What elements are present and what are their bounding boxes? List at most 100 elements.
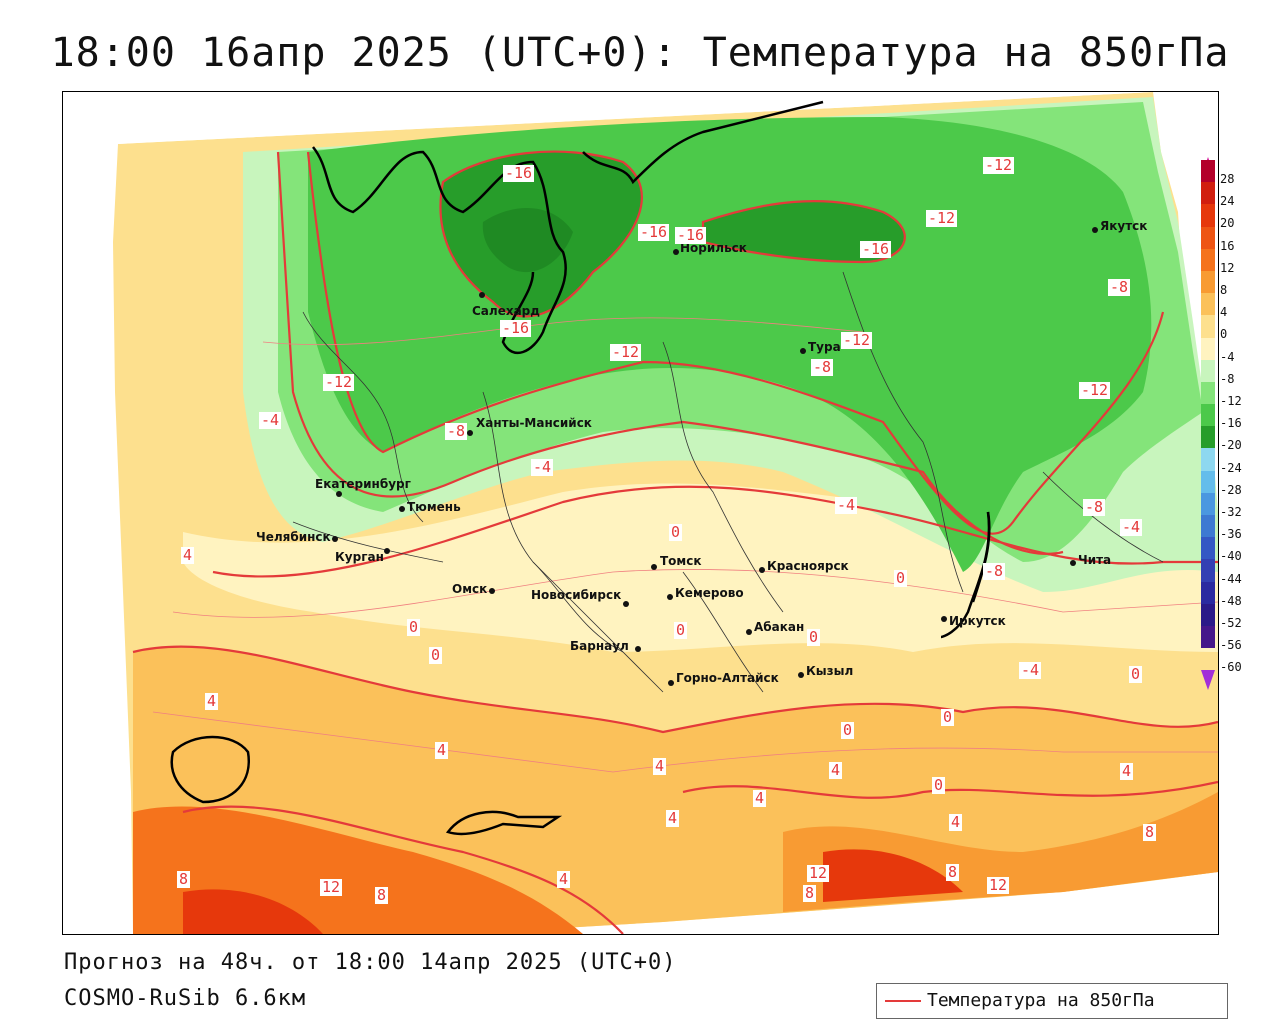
contour-label: -4	[1120, 518, 1143, 536]
contour-label: -12	[841, 331, 873, 349]
colorbar-cell	[1201, 559, 1215, 582]
colorbar-cell	[1201, 381, 1215, 405]
colorbar-cell	[1201, 359, 1215, 382]
contour-label: 4	[181, 546, 195, 564]
contour-label: -8	[983, 562, 1006, 580]
contour-label: 12	[807, 864, 830, 882]
colorbar-cell	[1201, 625, 1215, 649]
colorbar	[1201, 160, 1215, 649]
city-label: Курган	[335, 550, 384, 564]
city-dot	[336, 491, 342, 497]
colorbar-cell	[1201, 182, 1215, 205]
zone-minus16b	[703, 201, 905, 262]
contour-label: -4	[531, 458, 554, 476]
contour-label: 0	[669, 523, 683, 541]
contour-label: 4	[666, 809, 680, 827]
forecast-info: Прогноз на 48ч. от 18:00 14апр 2025 (UTC…	[64, 950, 677, 975]
contour-label: 4	[653, 757, 667, 775]
contour-label: 12	[987, 876, 1010, 894]
zone-warm-12b	[823, 849, 963, 902]
city-dot	[798, 672, 804, 678]
colorbar-tick-label: 12	[1220, 260, 1235, 275]
city-dot	[673, 249, 679, 255]
contour-label: -16	[638, 223, 670, 241]
contour-label: -8	[1083, 498, 1106, 516]
city-label: Челябинск	[256, 530, 331, 544]
city-label: Абакан	[754, 620, 805, 634]
colorbar-tick-label: -12	[1220, 394, 1242, 408]
contour-label: 12	[320, 878, 343, 896]
contour-label: -8	[1108, 278, 1131, 296]
map-title: 18:00 16апр 2025 (UTC+0): Температура на…	[50, 30, 1230, 76]
coastline	[312, 100, 824, 354]
city-dot	[332, 536, 338, 542]
city-dot	[759, 567, 765, 573]
colorbar-cell	[1201, 448, 1215, 471]
aral-sea	[170, 735, 251, 804]
colorbar-tick-label: -56	[1220, 638, 1242, 653]
city-dot	[800, 348, 806, 354]
contour-label: 0	[941, 708, 955, 726]
colorbar-cell	[1201, 492, 1215, 515]
colorbar-cell	[1201, 204, 1215, 227]
contour-label: -12	[926, 209, 958, 227]
city-label: Тура	[808, 340, 841, 354]
model-name: COSMO-RuSib 6.6км	[64, 986, 307, 1011]
city-dot	[467, 430, 473, 436]
outside-top	[63, 92, 1218, 144]
colorbar-cell	[1201, 581, 1215, 604]
colorbar-cell	[1201, 270, 1215, 294]
contour-label: 0	[429, 646, 443, 664]
colorbar-tick-label: 20	[1220, 216, 1235, 231]
colorbar-cell	[1201, 160, 1215, 183]
colorbar-tick-label: -44	[1220, 571, 1242, 586]
contour-label: 0	[1129, 665, 1143, 683]
colorbar-cell	[1201, 226, 1215, 249]
colorbar-tick-label: 0	[1220, 327, 1228, 342]
contour-label: 4	[949, 813, 963, 831]
city-label: Горно-Алтайск	[676, 671, 779, 685]
city-label: Чита	[1078, 553, 1112, 567]
contour-label: -8	[811, 358, 834, 376]
contour-label: -4	[259, 411, 282, 429]
colorbar-tick-label: -4	[1220, 349, 1235, 364]
city-label: Кызыл	[806, 664, 854, 678]
contour-label: -16	[503, 164, 535, 182]
colorbar-cell	[1201, 315, 1215, 338]
city-label: Салехард	[472, 304, 540, 318]
colorbar-cell	[1201, 404, 1215, 427]
contour-label: -4	[835, 496, 858, 514]
map-canvas	[63, 92, 1218, 934]
city-dot	[635, 646, 641, 652]
city-dot	[746, 629, 752, 635]
colorbar-tick-label: -60	[1220, 660, 1242, 675]
city-label: Тюмень	[407, 500, 461, 514]
city-dot	[651, 564, 657, 570]
contour-label: 4	[753, 789, 767, 807]
city-label: Ханты-Мансийск	[476, 416, 592, 430]
contour-label: -12	[610, 343, 642, 361]
colorbar-tick-label: -24	[1220, 460, 1242, 475]
city-dot	[384, 548, 390, 554]
colorbar-tick-label: 24	[1220, 194, 1235, 209]
legend-box: Температура на 850гПа	[876, 983, 1228, 1019]
contour-label: 8	[1143, 823, 1157, 841]
contour-label: 4	[829, 761, 843, 779]
contour-label: -12	[1079, 381, 1111, 399]
zone-warm-12	[183, 889, 323, 934]
contour-label: 0	[407, 618, 421, 636]
temperature-map: Якутск Норильск Салехард Тура Ханты-Манс…	[62, 91, 1219, 935]
colorbar-cell	[1201, 515, 1215, 538]
colorbar-cell	[1201, 426, 1215, 449]
contour-label: -12	[983, 156, 1015, 174]
colorbar-cell	[1201, 603, 1215, 626]
colorbar-tick-label: 4	[1220, 305, 1228, 320]
colorbar-tick-label: -20	[1220, 438, 1242, 453]
city-label: Красноярск	[767, 559, 849, 573]
contour-label: 4	[435, 741, 449, 759]
colorbar-cell	[1201, 293, 1215, 316]
colorbar-tick-label: -28	[1220, 482, 1242, 497]
colorbar-tick-label: 16	[1220, 238, 1235, 253]
contour-label: 8	[375, 886, 389, 904]
city-dot	[399, 506, 405, 512]
